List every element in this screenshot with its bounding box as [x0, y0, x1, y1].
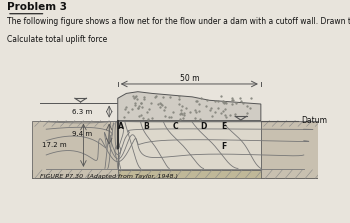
- Polygon shape: [118, 92, 261, 121]
- Text: Calculate total uplift force: Calculate total uplift force: [7, 35, 107, 44]
- Text: The following figure shows a flow net for the flow under a dam with a cutoff wal: The following figure shows a flow net fo…: [7, 17, 350, 26]
- Text: 50 m: 50 m: [180, 74, 199, 83]
- Text: F: F: [221, 142, 226, 151]
- Bar: [261, 121, 318, 178]
- Text: 17.2 m: 17.2 m: [42, 142, 66, 148]
- Text: C: C: [172, 122, 178, 131]
- Text: 6.3 m: 6.3 m: [72, 109, 92, 115]
- Text: E: E: [221, 122, 226, 131]
- Text: A: A: [118, 122, 124, 131]
- Text: Problem 3: Problem 3: [7, 2, 67, 12]
- Text: D: D: [201, 122, 207, 131]
- Text: FIGURE P7.30  (Adapted from Taylor, 1948.): FIGURE P7.30 (Adapted from Taylor, 1948.…: [41, 174, 178, 179]
- Bar: [32, 170, 318, 178]
- Text: Datum: Datum: [301, 116, 327, 125]
- Text: 1.6 m: 1.6 m: [163, 97, 184, 103]
- Bar: [118, 121, 261, 170]
- Bar: [32, 121, 118, 178]
- Text: B: B: [144, 122, 149, 131]
- Text: 9.4 m: 9.4 m: [72, 131, 92, 137]
